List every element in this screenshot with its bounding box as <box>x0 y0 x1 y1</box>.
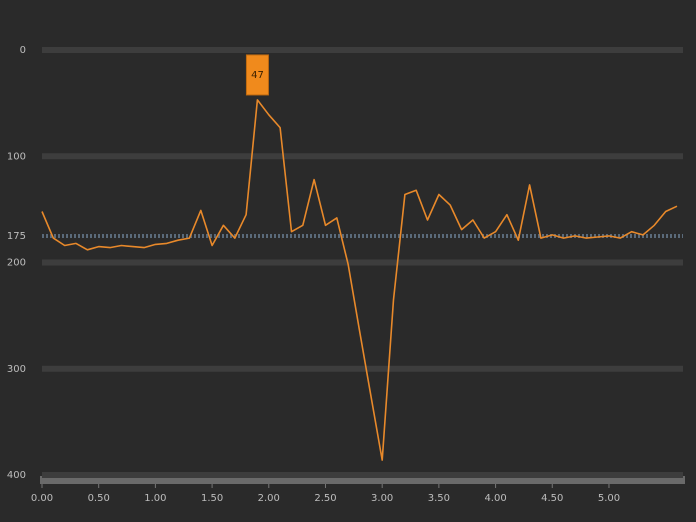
y-tick-label: 0 <box>20 45 26 56</box>
scrollbar[interactable] <box>40 476 685 484</box>
x-tick-label: 3.00 <box>371 493 393 504</box>
x-tick-label: 1.00 <box>144 493 166 504</box>
y-tick-label: 100 <box>7 151 26 162</box>
x-tick-label: 2.50 <box>314 493 336 504</box>
x-tick-label: 0.50 <box>88 493 110 504</box>
line-series <box>41 99 678 461</box>
annotation-label: 47 <box>251 70 264 81</box>
y-tick-label: 300 <box>7 364 26 375</box>
x-tick-label: 0.00 <box>31 493 53 504</box>
y-tick-label: 200 <box>7 258 26 269</box>
x-tick-label: 5.00 <box>598 493 620 504</box>
x-tick-label: 2.00 <box>258 493 280 504</box>
x-tick-label: 4.00 <box>484 493 506 504</box>
reference-label: 175 <box>7 231 26 242</box>
x-tick-label: 4.50 <box>541 493 563 504</box>
x-tick-label: 1.50 <box>201 493 223 504</box>
annotation-box <box>245 54 269 96</box>
y-tick-label: 400 <box>7 470 26 481</box>
x-tick-label: 3.50 <box>428 493 450 504</box>
